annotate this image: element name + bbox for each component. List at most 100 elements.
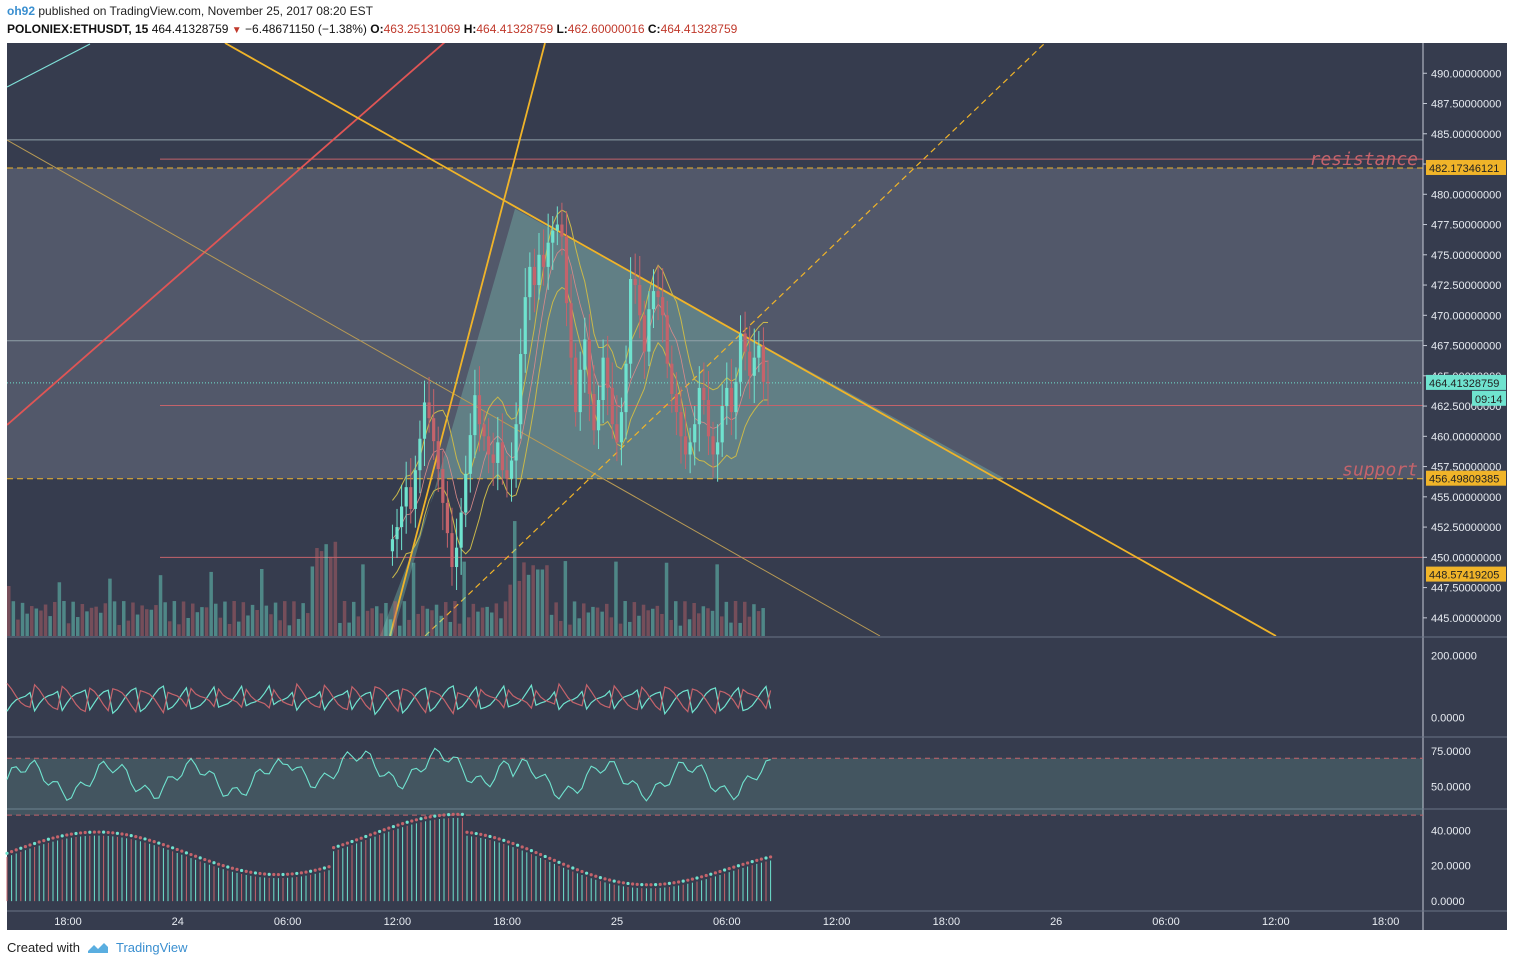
candle-body <box>665 315 669 364</box>
osc3-dot <box>493 836 497 840</box>
time-tick-label: 12:00 <box>384 916 412 928</box>
osc3-dot <box>709 872 713 876</box>
candle-body <box>432 418 436 442</box>
publisher-name[interactable]: oh92 <box>7 4 36 18</box>
candle-body <box>679 412 683 437</box>
osc3-dot <box>295 871 299 876</box>
candle-body <box>743 333 747 352</box>
osc3-dot <box>309 869 313 873</box>
osc3-dot <box>46 837 51 841</box>
tradingview-link[interactable]: TradingView <box>115 940 188 955</box>
volume-bar <box>66 623 71 636</box>
candle-body <box>629 278 633 364</box>
osc3-dot <box>60 834 64 838</box>
volume-bar <box>186 617 190 636</box>
osc3-dot <box>332 846 336 850</box>
volume-bar <box>664 562 669 636</box>
price-tick-label: 490.00000000 <box>1431 68 1501 80</box>
volume-bar <box>232 601 236 636</box>
volume-bar <box>503 601 508 636</box>
volume-bar <box>7 586 11 636</box>
volume-bar <box>563 561 568 636</box>
osc3-dot <box>226 865 230 869</box>
osc3-dot <box>695 876 699 880</box>
volume-bar <box>485 606 489 636</box>
candle-body <box>624 363 628 413</box>
osc3-dot <box>396 823 400 827</box>
candle-body <box>574 357 578 413</box>
osc3-dot <box>562 862 566 866</box>
osc3-dot <box>571 866 575 870</box>
volume-bar <box>448 621 453 636</box>
osc3-dot <box>598 875 603 880</box>
candle-body <box>528 266 532 298</box>
osc3-dot <box>520 845 524 849</box>
osc3-dot <box>755 858 759 862</box>
volume-bar <box>177 624 181 636</box>
volume-bar <box>16 619 20 636</box>
osc3-dot <box>258 871 262 876</box>
publish-info: published on TradingView.com, November 2… <box>38 4 374 18</box>
volume-bar <box>34 608 39 636</box>
volume-bar <box>30 606 34 636</box>
osc3-dot <box>387 826 391 830</box>
osc3-dot <box>175 847 179 852</box>
volume-bar <box>609 617 614 636</box>
volume-bar <box>168 621 172 636</box>
price-label-text: 456.49809385 <box>1429 474 1499 486</box>
volume-bar <box>292 601 296 636</box>
price-label-badge <box>1472 390 1506 406</box>
candle-body <box>404 487 408 507</box>
volume-bar <box>430 610 434 636</box>
volume-bar <box>315 548 319 636</box>
osc3-dot <box>470 831 474 835</box>
osc3-dot <box>23 845 27 849</box>
osc3-dot <box>750 860 754 864</box>
volume-bar <box>237 621 241 636</box>
volume-bar <box>191 603 195 636</box>
volume-bar <box>747 616 752 636</box>
osc3-tick-label: 0.0000 <box>1431 896 1465 908</box>
volume-bar <box>329 556 333 636</box>
osc3-dot <box>51 836 55 840</box>
volume-bar <box>398 625 402 636</box>
volume-bar <box>480 607 485 636</box>
volume-bar <box>273 602 278 636</box>
volume-bar <box>99 612 103 636</box>
volume-bar <box>43 604 48 636</box>
osc3-dot <box>759 857 764 861</box>
price-label-text: 448.57419205 <box>1429 570 1499 582</box>
osc3-dot <box>516 843 520 847</box>
osc3-dot <box>217 862 221 866</box>
volume-bar <box>517 580 522 636</box>
osc3-dot <box>465 830 469 834</box>
osc3-dot <box>658 882 662 886</box>
volume-bar <box>595 607 600 636</box>
osc3-dot <box>474 831 478 836</box>
osc3-dot <box>143 837 147 841</box>
volume-bar <box>122 601 126 636</box>
osc3-dot <box>447 813 451 817</box>
candle-body <box>537 254 541 286</box>
volume-bar <box>264 605 269 636</box>
osc3-dot <box>221 864 225 868</box>
volume-bar <box>306 613 310 636</box>
osc3-dot <box>608 878 612 882</box>
osc3-dot <box>299 871 303 875</box>
candle-body <box>670 363 674 394</box>
volume-bar <box>421 605 425 636</box>
volume-bar <box>752 604 756 636</box>
osc3-dot <box>327 865 331 869</box>
osc3-dot <box>336 844 340 848</box>
osc3-dot <box>102 830 106 834</box>
osc3-dot <box>631 882 635 886</box>
volume-bar <box>407 619 411 636</box>
volume-bar <box>706 608 710 636</box>
osc3-dot <box>732 865 736 869</box>
candle-body <box>683 436 688 455</box>
volume-bar <box>439 615 443 636</box>
osc3-dot <box>364 834 368 839</box>
osc3-dot <box>79 831 83 835</box>
price-tick-label: 467.50000000 <box>1431 341 1501 353</box>
